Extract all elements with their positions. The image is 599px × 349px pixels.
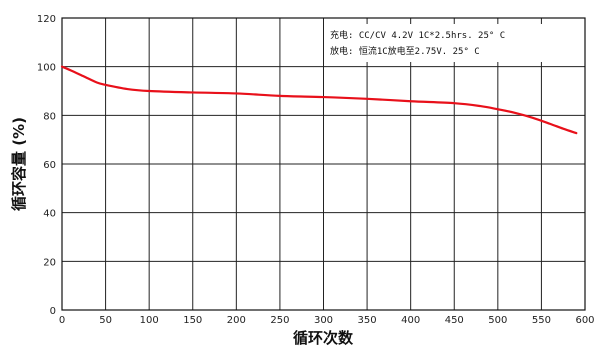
x-tick-label: 100 xyxy=(140,315,159,326)
y-tick-label: 60 xyxy=(43,160,56,171)
tick-labels: 0 50 100 150 200 250 300 350 400 450 500 550 600 0 20 4… xyxy=(37,14,595,326)
x-tick-label: 550 xyxy=(532,315,551,326)
plot-frame xyxy=(61,17,586,311)
x-tick-label: 500 xyxy=(488,315,507,326)
charge-note: 充电: CC/CV 4.2V 1C*2.5hrs. 25° C xyxy=(330,29,505,41)
x-tick-label: 50 xyxy=(99,315,112,326)
y-tick-label: 40 xyxy=(43,209,56,220)
legend-box: 充电: CC/CV 4.2V 1C*2.5hrs. 25° C 放电: 恒流1C… xyxy=(324,24,574,62)
y-tick-label: 120 xyxy=(37,14,56,25)
y-axis-title: 循环容量 (%) xyxy=(10,117,28,211)
capacity-series-line xyxy=(60,65,578,135)
x-axis-title: 循环次数 xyxy=(293,329,354,347)
y-tick-label: 20 xyxy=(43,257,56,268)
x-tick-label: 600 xyxy=(575,315,594,326)
discharge-note: 放电: 恒流1C放电至2.75V. 25° C xyxy=(330,45,480,57)
y-tick-label: 0 xyxy=(50,306,56,317)
x-tick-label: 250 xyxy=(270,315,289,326)
x-tick-label: 150 xyxy=(183,315,202,326)
x-tick-label: 450 xyxy=(445,315,464,326)
x-tick-label: 0 xyxy=(59,315,65,326)
y-tick-label: 80 xyxy=(43,111,56,122)
x-tick-label: 350 xyxy=(358,315,377,326)
x-tick-label: 400 xyxy=(401,315,420,326)
x-tick-label: 200 xyxy=(227,315,246,326)
x-tick-label: 300 xyxy=(314,315,333,326)
y-tick-label: 100 xyxy=(37,63,56,74)
